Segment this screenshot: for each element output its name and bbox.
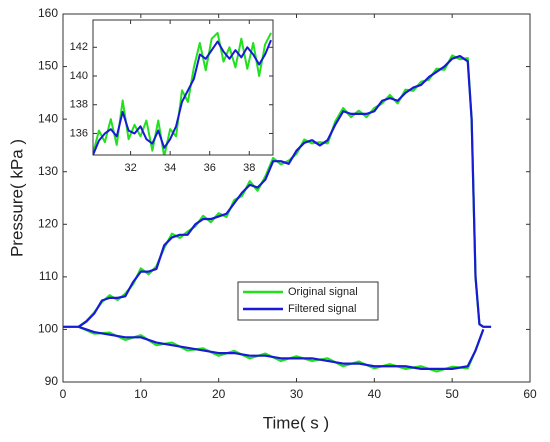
y-tick-label: 90 xyxy=(45,374,59,388)
y-tick-label: 110 xyxy=(39,269,58,283)
x-tick-label: 40 xyxy=(368,387,382,401)
plot-frame xyxy=(92,19,274,156)
y-tick-label: 100 xyxy=(38,322,58,336)
x-tick-label: 10 xyxy=(134,387,148,401)
y-axis-title: Pressure( kPa ) xyxy=(7,139,26,257)
x-tick-label: 36 xyxy=(204,162,216,174)
x-tick-label: 30 xyxy=(290,387,304,401)
x-axis-title: Time( s ) xyxy=(263,413,329,432)
series-line xyxy=(93,31,272,155)
legend-box xyxy=(237,281,379,321)
y-tick-label: 120 xyxy=(38,216,58,230)
y-tick-label: 160 xyxy=(38,6,58,20)
x-tick-label: 60 xyxy=(523,387,537,401)
y-tick-label: 142 xyxy=(70,41,88,53)
y-tick-label: 150 xyxy=(38,59,58,73)
x-tick-label: 38 xyxy=(243,162,255,174)
series-line xyxy=(93,39,272,155)
x-tick-label: 32 xyxy=(124,162,136,174)
plot-frame xyxy=(62,13,531,383)
y-tick-label: 136 xyxy=(70,127,88,139)
legend-label: Filtered signal xyxy=(288,303,356,315)
legend-label: Original signal xyxy=(288,286,358,298)
x-tick-label: 50 xyxy=(445,387,459,401)
plot-area xyxy=(93,20,273,155)
x-tick-label: 20 xyxy=(212,387,226,401)
y-tick-label: 140 xyxy=(70,70,88,82)
y-tick-label: 140 xyxy=(38,111,58,125)
x-tick-label: 0 xyxy=(60,387,67,401)
x-tick-label: 34 xyxy=(164,162,176,174)
y-tick-label: 138 xyxy=(70,99,88,111)
y-tick-label: 130 xyxy=(38,164,58,178)
series-line xyxy=(63,54,492,370)
